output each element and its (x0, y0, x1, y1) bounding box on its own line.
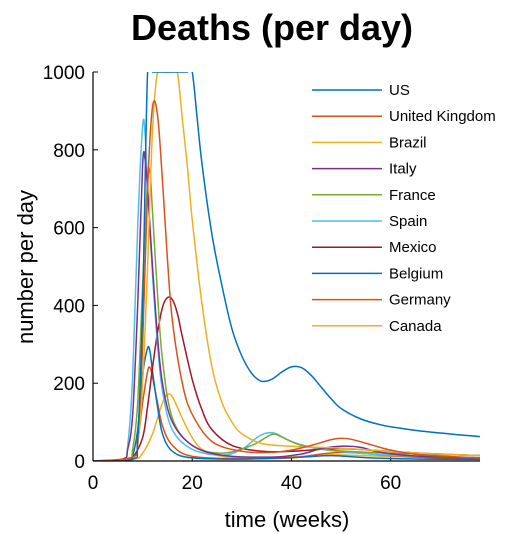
legend-label-spain: Spain (389, 213, 427, 230)
legend-label-belgium: Belgium (389, 265, 443, 282)
y-tick-label: 0 (74, 452, 85, 473)
legend-label-united-kingdom: United Kingdom (389, 108, 496, 125)
series-line-france (93, 167, 480, 461)
legend: US United Kingdom Brazil Italy France Spain Me… (312, 82, 496, 335)
legend-label-us: US (389, 82, 410, 99)
x-tick-label: 20 (182, 473, 203, 494)
chart-title: Deaths (per day) (131, 7, 413, 48)
y-axis-label: number per day (13, 190, 38, 344)
y-tick-label: 400 (53, 296, 85, 317)
y-tick-label: 200 (53, 374, 85, 395)
legend-label-italy: Italy (389, 161, 417, 178)
legend-label-canada: Canada (389, 318, 442, 335)
series-line-belgium (93, 345, 480, 461)
x-tick-label: 40 (281, 473, 302, 494)
series-line-brazil (93, 72, 480, 461)
series-line-united-kingdom (93, 100, 480, 461)
legend-label-mexico: Mexico (389, 239, 437, 256)
legend-label-germany: Germany (389, 292, 451, 309)
y-tick-label: 600 (53, 219, 85, 240)
x-axis-label: time (weeks) (225, 507, 350, 532)
plot-area (93, 72, 480, 461)
x-tick-label: 60 (380, 473, 401, 494)
y-tick-label: 1000 (43, 63, 85, 84)
series-line-canada (93, 393, 480, 461)
legend-label-brazil: Brazil (389, 134, 427, 151)
y-tick-label: 800 (53, 141, 85, 162)
series-line-italy (93, 151, 480, 461)
x-tick-label: 0 (88, 473, 99, 494)
legend-label-france: France (389, 187, 436, 204)
series-line-us (93, 72, 480, 461)
